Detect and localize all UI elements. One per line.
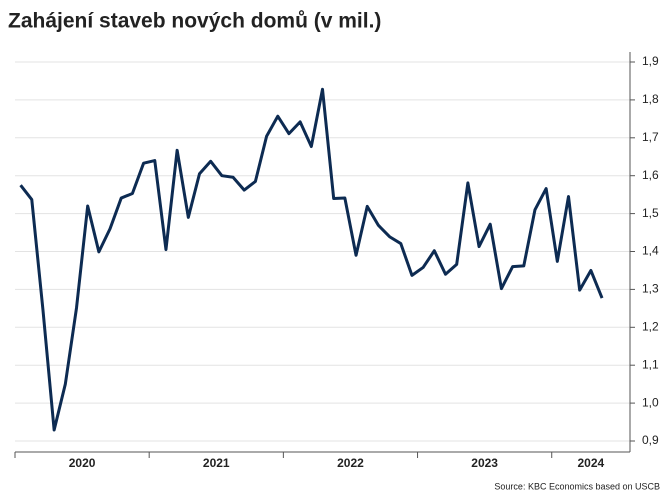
x-group-label: 2021 (203, 456, 230, 470)
y-tick-label: 1,1 (642, 357, 659, 371)
y-tick-label: 1,0 (642, 395, 659, 409)
y-tick-label: 1,6 (642, 168, 659, 182)
y-tick-label: 1,3 (642, 282, 659, 296)
x-group-label: 2023 (471, 456, 498, 470)
y-tick-label: 1,4 (642, 244, 659, 258)
y-tick-label: 1,8 (642, 92, 659, 106)
y-tick-label: 1,7 (642, 130, 659, 144)
chart-title: Zahájení staveb nových domů (v mil.) (8, 10, 381, 33)
y-tick-label: 1,2 (642, 319, 659, 333)
source: Source: KBC Economics based on USCB (494, 481, 660, 491)
line (19, 87, 604, 432)
x-group-label: 2022 (337, 456, 364, 470)
y-tick-label: 1,5 (642, 206, 659, 220)
x-group-label: 2020 (69, 456, 96, 470)
y-tick-label: 1,9 (642, 54, 659, 68)
y-tick-label: 0,9 (642, 433, 659, 447)
x-group-label: 2024 (578, 456, 605, 470)
